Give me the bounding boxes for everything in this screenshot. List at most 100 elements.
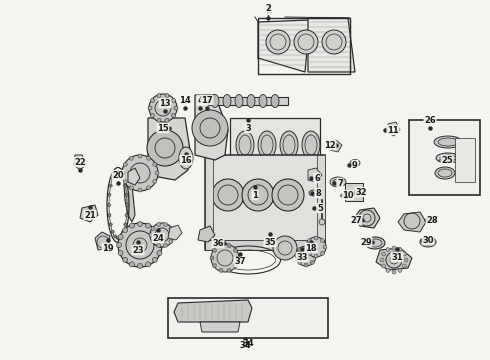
Bar: [317, 155, 325, 250]
Circle shape: [150, 223, 174, 247]
Circle shape: [118, 223, 162, 267]
Circle shape: [153, 180, 157, 184]
Polygon shape: [168, 225, 182, 240]
Ellipse shape: [236, 131, 254, 159]
Circle shape: [108, 193, 111, 196]
Circle shape: [304, 245, 308, 249]
Circle shape: [172, 98, 175, 102]
Circle shape: [151, 226, 155, 230]
Ellipse shape: [223, 95, 231, 108]
Circle shape: [386, 248, 390, 252]
Circle shape: [109, 223, 112, 226]
Ellipse shape: [258, 131, 276, 159]
Circle shape: [227, 244, 231, 248]
Ellipse shape: [434, 136, 462, 148]
Circle shape: [314, 254, 318, 258]
Circle shape: [129, 262, 134, 267]
Text: 23: 23: [132, 246, 144, 255]
Ellipse shape: [302, 131, 320, 159]
Text: 22: 22: [74, 158, 86, 166]
Text: 24: 24: [152, 234, 164, 243]
Bar: [258, 18, 350, 74]
Circle shape: [304, 263, 308, 267]
Polygon shape: [195, 95, 228, 160]
Circle shape: [122, 228, 128, 233]
Circle shape: [157, 222, 161, 226]
Circle shape: [125, 203, 128, 207]
Text: 14: 14: [179, 95, 191, 104]
Circle shape: [114, 172, 117, 175]
Circle shape: [402, 264, 406, 268]
Circle shape: [314, 236, 318, 240]
Text: 19: 19: [102, 243, 114, 252]
Circle shape: [236, 256, 240, 260]
Circle shape: [122, 177, 125, 180]
Circle shape: [119, 235, 122, 238]
Circle shape: [138, 188, 142, 192]
Circle shape: [157, 243, 161, 247]
Bar: [168, 298, 328, 338]
Circle shape: [310, 260, 315, 264]
Circle shape: [219, 244, 223, 248]
Circle shape: [165, 118, 169, 122]
Ellipse shape: [436, 153, 460, 163]
Text: 8: 8: [315, 189, 321, 198]
Text: 1: 1: [252, 190, 258, 199]
Circle shape: [149, 233, 153, 237]
Circle shape: [213, 264, 217, 267]
Circle shape: [295, 254, 299, 258]
Bar: [230, 118, 320, 173]
Circle shape: [319, 219, 325, 225]
Circle shape: [308, 251, 312, 255]
Circle shape: [117, 237, 120, 239]
Circle shape: [108, 214, 111, 217]
Circle shape: [323, 245, 327, 249]
Circle shape: [122, 257, 128, 262]
Ellipse shape: [259, 95, 267, 108]
Circle shape: [192, 110, 228, 146]
Circle shape: [148, 106, 152, 110]
Circle shape: [294, 30, 318, 54]
Circle shape: [219, 268, 223, 273]
Text: 18: 18: [305, 243, 317, 252]
Circle shape: [125, 214, 128, 217]
Text: 2: 2: [265, 5, 271, 14]
Circle shape: [392, 246, 396, 250]
Circle shape: [157, 251, 162, 256]
Circle shape: [380, 258, 384, 262]
Circle shape: [320, 239, 324, 243]
Text: 34: 34: [242, 338, 254, 347]
Text: 12: 12: [324, 140, 336, 149]
Circle shape: [227, 268, 231, 273]
Circle shape: [150, 98, 154, 102]
Circle shape: [146, 262, 150, 267]
Circle shape: [121, 171, 125, 175]
Text: 28: 28: [426, 216, 438, 225]
Circle shape: [124, 223, 127, 226]
Bar: [205, 155, 213, 250]
Polygon shape: [80, 205, 98, 222]
Circle shape: [114, 235, 117, 238]
Text: 36: 36: [212, 239, 224, 248]
Circle shape: [212, 179, 244, 211]
Polygon shape: [398, 212, 426, 232]
Polygon shape: [74, 155, 86, 170]
Circle shape: [152, 228, 157, 233]
Circle shape: [297, 260, 302, 264]
Circle shape: [404, 258, 408, 262]
Text: 30: 30: [422, 235, 434, 244]
Circle shape: [296, 246, 316, 266]
Circle shape: [163, 222, 168, 226]
Circle shape: [125, 193, 128, 196]
Circle shape: [322, 30, 346, 54]
Circle shape: [266, 30, 290, 54]
Text: 15: 15: [157, 123, 169, 132]
Circle shape: [169, 226, 173, 230]
Polygon shape: [198, 226, 215, 242]
Polygon shape: [95, 232, 110, 250]
Polygon shape: [376, 248, 412, 270]
Bar: [205, 240, 325, 250]
Text: 25: 25: [441, 156, 453, 165]
Text: 31: 31: [391, 252, 403, 261]
Polygon shape: [124, 160, 135, 222]
